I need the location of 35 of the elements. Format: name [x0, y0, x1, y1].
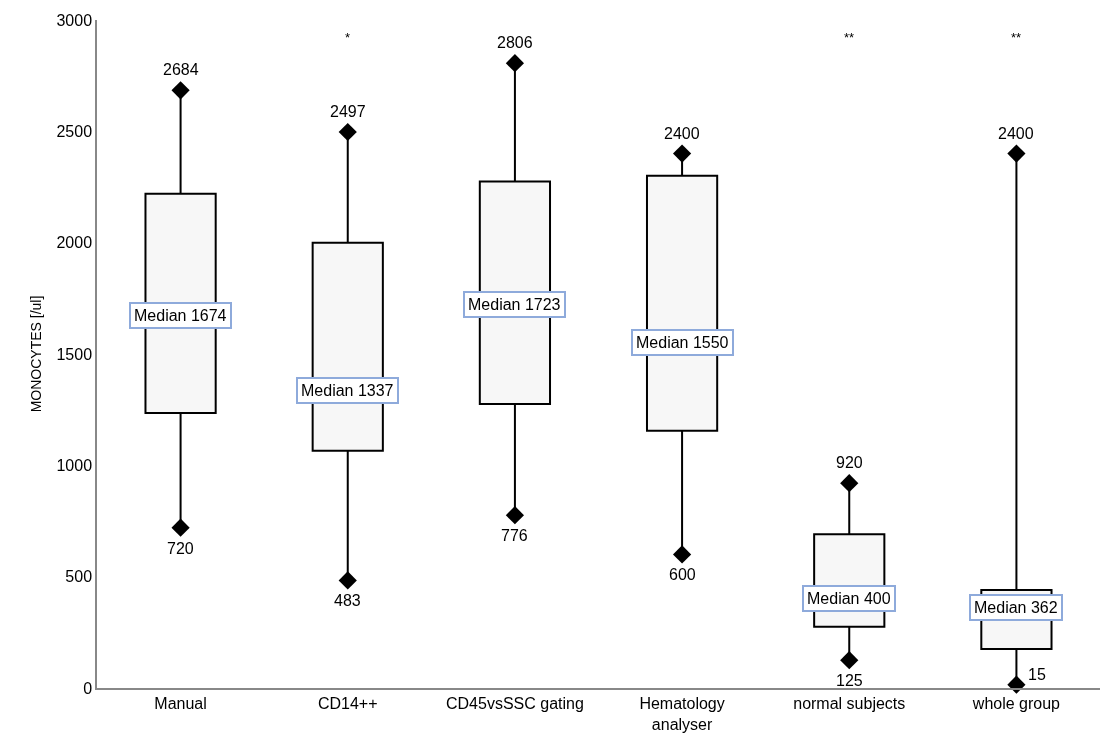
annotation: 2497 [330, 103, 366, 120]
text: * [345, 30, 351, 45]
y-tick-label: 1500 [56, 345, 93, 363]
y-tick-label: 0 [83, 679, 93, 697]
x-tick-label: Hematology analyser [639, 694, 725, 733]
x-tick-label: Manual [154, 694, 207, 712]
annotation: 2400 [998, 125, 1034, 142]
y-axis-title: MONOCYTES [/ul] [27, 295, 44, 413]
y-tick-label: 500 [65, 568, 93, 586]
text: ** [844, 30, 855, 45]
annotation: 125 [836, 672, 863, 689]
annotation: 2400 [664, 125, 700, 142]
annotation: Median 400 [807, 590, 891, 607]
annotation: 483 [334, 592, 361, 609]
x-tick-label: CD14++ [317, 694, 378, 712]
annotation: Median 1550 [636, 334, 729, 351]
annotation: Median 362 [974, 599, 1058, 616]
y-tick-label: 2000 [56, 234, 93, 252]
y-tick-label: 1000 [56, 456, 93, 474]
annotation: 600 [669, 566, 696, 583]
annotation: 2684 [163, 61, 199, 78]
annotation: 920 [836, 454, 863, 471]
x-tick-label: normal subjects [793, 694, 906, 712]
text: ** [1011, 30, 1022, 45]
annotation: Median 1337 [301, 382, 394, 399]
x-tick-label: CD45vsSSC gating [446, 694, 584, 712]
x-tick-label: whole group [971, 694, 1061, 712]
annotation: 776 [501, 527, 528, 544]
annotation: 2806 [497, 34, 533, 51]
annotation: 720 [167, 540, 194, 557]
annotation: 15 [1028, 666, 1046, 683]
y-tick-label: 3000 [56, 11, 93, 29]
y-tick-label: 2500 [56, 122, 93, 140]
annotation: Median 1723 [468, 296, 561, 313]
annotation: Median 1674 [134, 307, 227, 324]
